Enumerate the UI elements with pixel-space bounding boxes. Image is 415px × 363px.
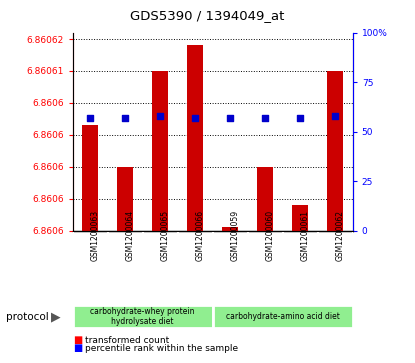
Bar: [292, 205, 308, 231]
Bar: [327, 71, 343, 231]
Text: protocol: protocol: [6, 312, 49, 322]
Text: carbohydrate-amino acid diet: carbohydrate-amino acid diet: [226, 312, 339, 321]
Text: GDS5390 / 1394049_at: GDS5390 / 1394049_at: [130, 9, 285, 22]
Point: [122, 115, 129, 121]
Text: GSM1200065: GSM1200065: [160, 210, 169, 261]
Bar: [82, 125, 98, 231]
Text: GSM1200064: GSM1200064: [125, 210, 134, 261]
FancyBboxPatch shape: [73, 305, 213, 328]
Point: [262, 115, 269, 121]
Text: carbohydrate-whey protein
hydrolysate diet: carbohydrate-whey protein hydrolysate di…: [90, 307, 195, 326]
Bar: [117, 167, 133, 231]
Point: [87, 115, 93, 121]
Point: [332, 113, 339, 119]
Text: percentile rank within the sample: percentile rank within the sample: [85, 344, 238, 353]
Point: [227, 115, 234, 121]
Text: transformed count: transformed count: [85, 336, 169, 344]
Point: [192, 115, 198, 121]
Text: GSM1200061: GSM1200061: [300, 211, 309, 261]
Text: ▶: ▶: [51, 310, 61, 323]
Text: GSM1200062: GSM1200062: [335, 211, 344, 261]
Text: GSM1200066: GSM1200066: [195, 210, 204, 261]
FancyBboxPatch shape: [213, 305, 353, 328]
Bar: [187, 45, 203, 231]
Point: [297, 115, 303, 121]
Bar: [152, 71, 168, 231]
Text: ■: ■: [73, 343, 82, 354]
Bar: [222, 227, 238, 231]
Text: GSM1200060: GSM1200060: [265, 210, 274, 261]
Text: GSM1200063: GSM1200063: [90, 210, 99, 261]
Text: GSM1200059: GSM1200059: [230, 210, 239, 261]
Text: ■: ■: [73, 335, 82, 345]
Bar: [257, 167, 273, 231]
Point: [157, 113, 164, 119]
